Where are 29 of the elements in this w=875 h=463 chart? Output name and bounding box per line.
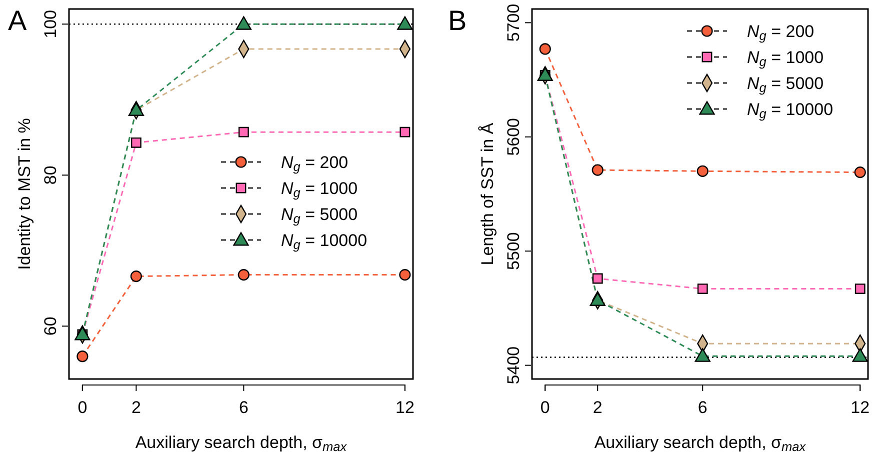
y-axis-title: Length of SST in Å	[478, 122, 497, 266]
legend-label: N$_{g}$ = 200	[281, 153, 348, 174]
legend-label: N$_{g}$ = 10000	[747, 100, 834, 122]
y-tick-label: 5400	[504, 346, 523, 384]
x-tick-label: 0	[78, 398, 88, 418]
legend-label: N$_{g}$ = 10000	[281, 231, 368, 252]
x-tick-label: 6	[238, 398, 248, 418]
legend-label: N$_{g}$ = 5000	[281, 205, 358, 226]
x-tick-label: 2	[131, 398, 141, 418]
legend-label: N$_{g}$ = 5000	[747, 74, 824, 96]
y-tick-label: 5500	[504, 232, 523, 270]
y-axis-title: Identity to MST in %	[15, 118, 34, 270]
x-tick-label: 6	[698, 398, 708, 418]
x-tick-label: 0	[540, 398, 550, 418]
y-tick-label: 80	[41, 166, 60, 185]
y-tick-label: 5700	[504, 4, 523, 42]
chart-title: A	[8, 5, 27, 36]
y-tick-label: 100	[41, 10, 60, 38]
legend-label: N$_{g}$ = 200	[747, 22, 814, 44]
x-axis-title: Auxiliary search depth, σ$_{max}$	[135, 433, 348, 454]
x-tick-label: 2	[592, 398, 602, 418]
x-tick-label: 12	[395, 398, 414, 418]
chart-title: B	[448, 5, 467, 36]
legend-label: N$_{g}$ = 1000	[747, 48, 824, 70]
y-tick-label: 60	[41, 316, 60, 336]
x-axis-title: Auxiliary search depth, σ$_{max}$	[594, 433, 806, 454]
x-tick-label: 12	[850, 398, 870, 418]
legend-label: N$_{g}$ = 1000	[281, 179, 358, 200]
y-tick-label: 5600	[504, 118, 523, 156]
